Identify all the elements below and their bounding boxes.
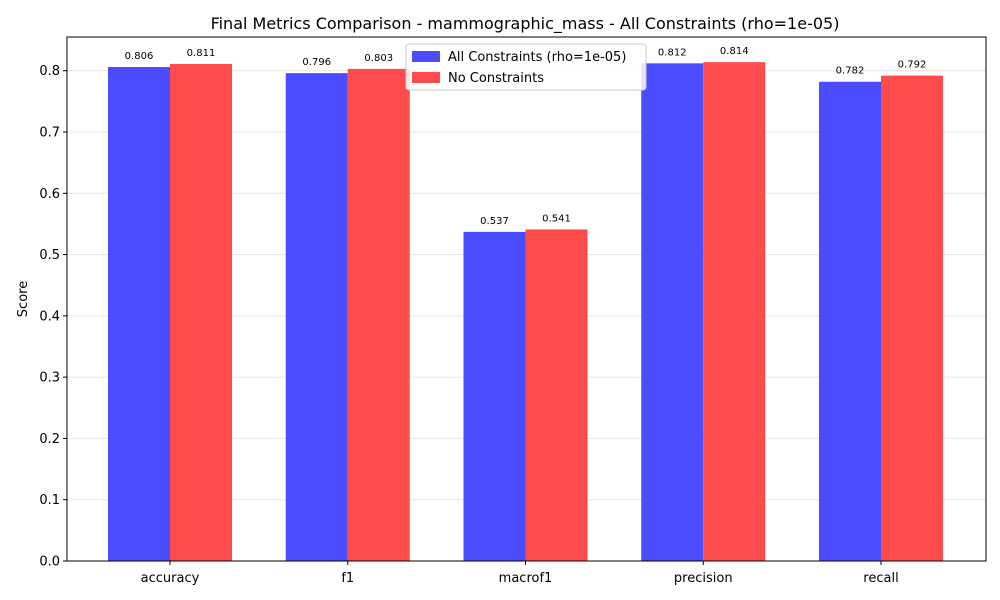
legend-box bbox=[405, 43, 647, 91]
bar-accuracy-series-1 bbox=[108, 67, 170, 562]
y-tick-label: 0.2 bbox=[39, 432, 60, 447]
bar-precision-series-2 bbox=[703, 62, 766, 561]
y-tick-label: 0.3 bbox=[39, 371, 60, 386]
bar-value-label: 0.796 bbox=[302, 57, 331, 68]
bar-precision-series-1 bbox=[641, 63, 704, 562]
y-tick-label: 0.5 bbox=[39, 248, 60, 263]
chart-title: Final Metrics Comparison - mammographic_… bbox=[211, 14, 840, 34]
bar-value-labels: 0.806 0.796 0.537 0.812 0.782 0.811 0.803 0.541… bbox=[125, 46, 927, 227]
x-axis-ticks: accuracy f1 macrof1 precision recall bbox=[141, 561, 899, 586]
y-tick-label: 0.1 bbox=[39, 493, 60, 508]
bar-value-label: 0.541 bbox=[542, 213, 571, 224]
bar-macrof1-series-1 bbox=[463, 231, 526, 561]
bar-accuracy-series-2 bbox=[170, 63, 232, 561]
bar-f1-series-2 bbox=[347, 68, 410, 561]
bar-value-label: 0.537 bbox=[480, 216, 509, 227]
bar-value-label: 0.782 bbox=[836, 66, 865, 77]
legend-label: No Constraints bbox=[448, 71, 544, 86]
x-tick-label: f1 bbox=[341, 571, 354, 586]
bar-value-label: 0.812 bbox=[658, 47, 687, 58]
bar-value-label: 0.806 bbox=[125, 51, 154, 62]
legend: All Constraints (rho=1e-05) No Constraint… bbox=[405, 43, 647, 91]
y-axis-label: Score bbox=[16, 281, 31, 317]
x-tick-label: precision bbox=[674, 571, 733, 586]
bar-value-label: 0.803 bbox=[364, 53, 393, 64]
bar-macrof1-series-2 bbox=[525, 229, 588, 562]
y-tick-label: 0.7 bbox=[39, 125, 60, 140]
bar-value-label: 0.811 bbox=[187, 48, 216, 59]
y-axis-ticks: 0.0 0.1 0.2 0.3 0.4 0.5 0.6 0.7 0.8 bbox=[39, 64, 67, 570]
y-tick-label: 0.4 bbox=[39, 309, 60, 324]
plot-area-frame bbox=[66, 36, 987, 562]
y-tick-label: 0.8 bbox=[39, 64, 60, 79]
x-tick-label: recall bbox=[863, 571, 898, 586]
bar-value-label: 0.792 bbox=[898, 60, 927, 71]
bar-recall-series-2 bbox=[881, 75, 943, 561]
bar-f1-series-1 bbox=[285, 73, 348, 562]
x-tick-label: macrof1 bbox=[499, 571, 553, 586]
y-tick-label: 0.6 bbox=[39, 187, 60, 202]
bar-recall-series-1 bbox=[819, 81, 881, 561]
legend-swatch bbox=[412, 72, 440, 83]
x-tick-label: accuracy bbox=[141, 571, 200, 586]
legend-swatch bbox=[412, 51, 440, 62]
bars bbox=[108, 62, 943, 562]
y-tick-label: 0.0 bbox=[39, 555, 60, 570]
bar-value-label: 0.814 bbox=[720, 46, 749, 57]
legend-label: All Constraints (rho=1e-05) bbox=[448, 50, 626, 65]
